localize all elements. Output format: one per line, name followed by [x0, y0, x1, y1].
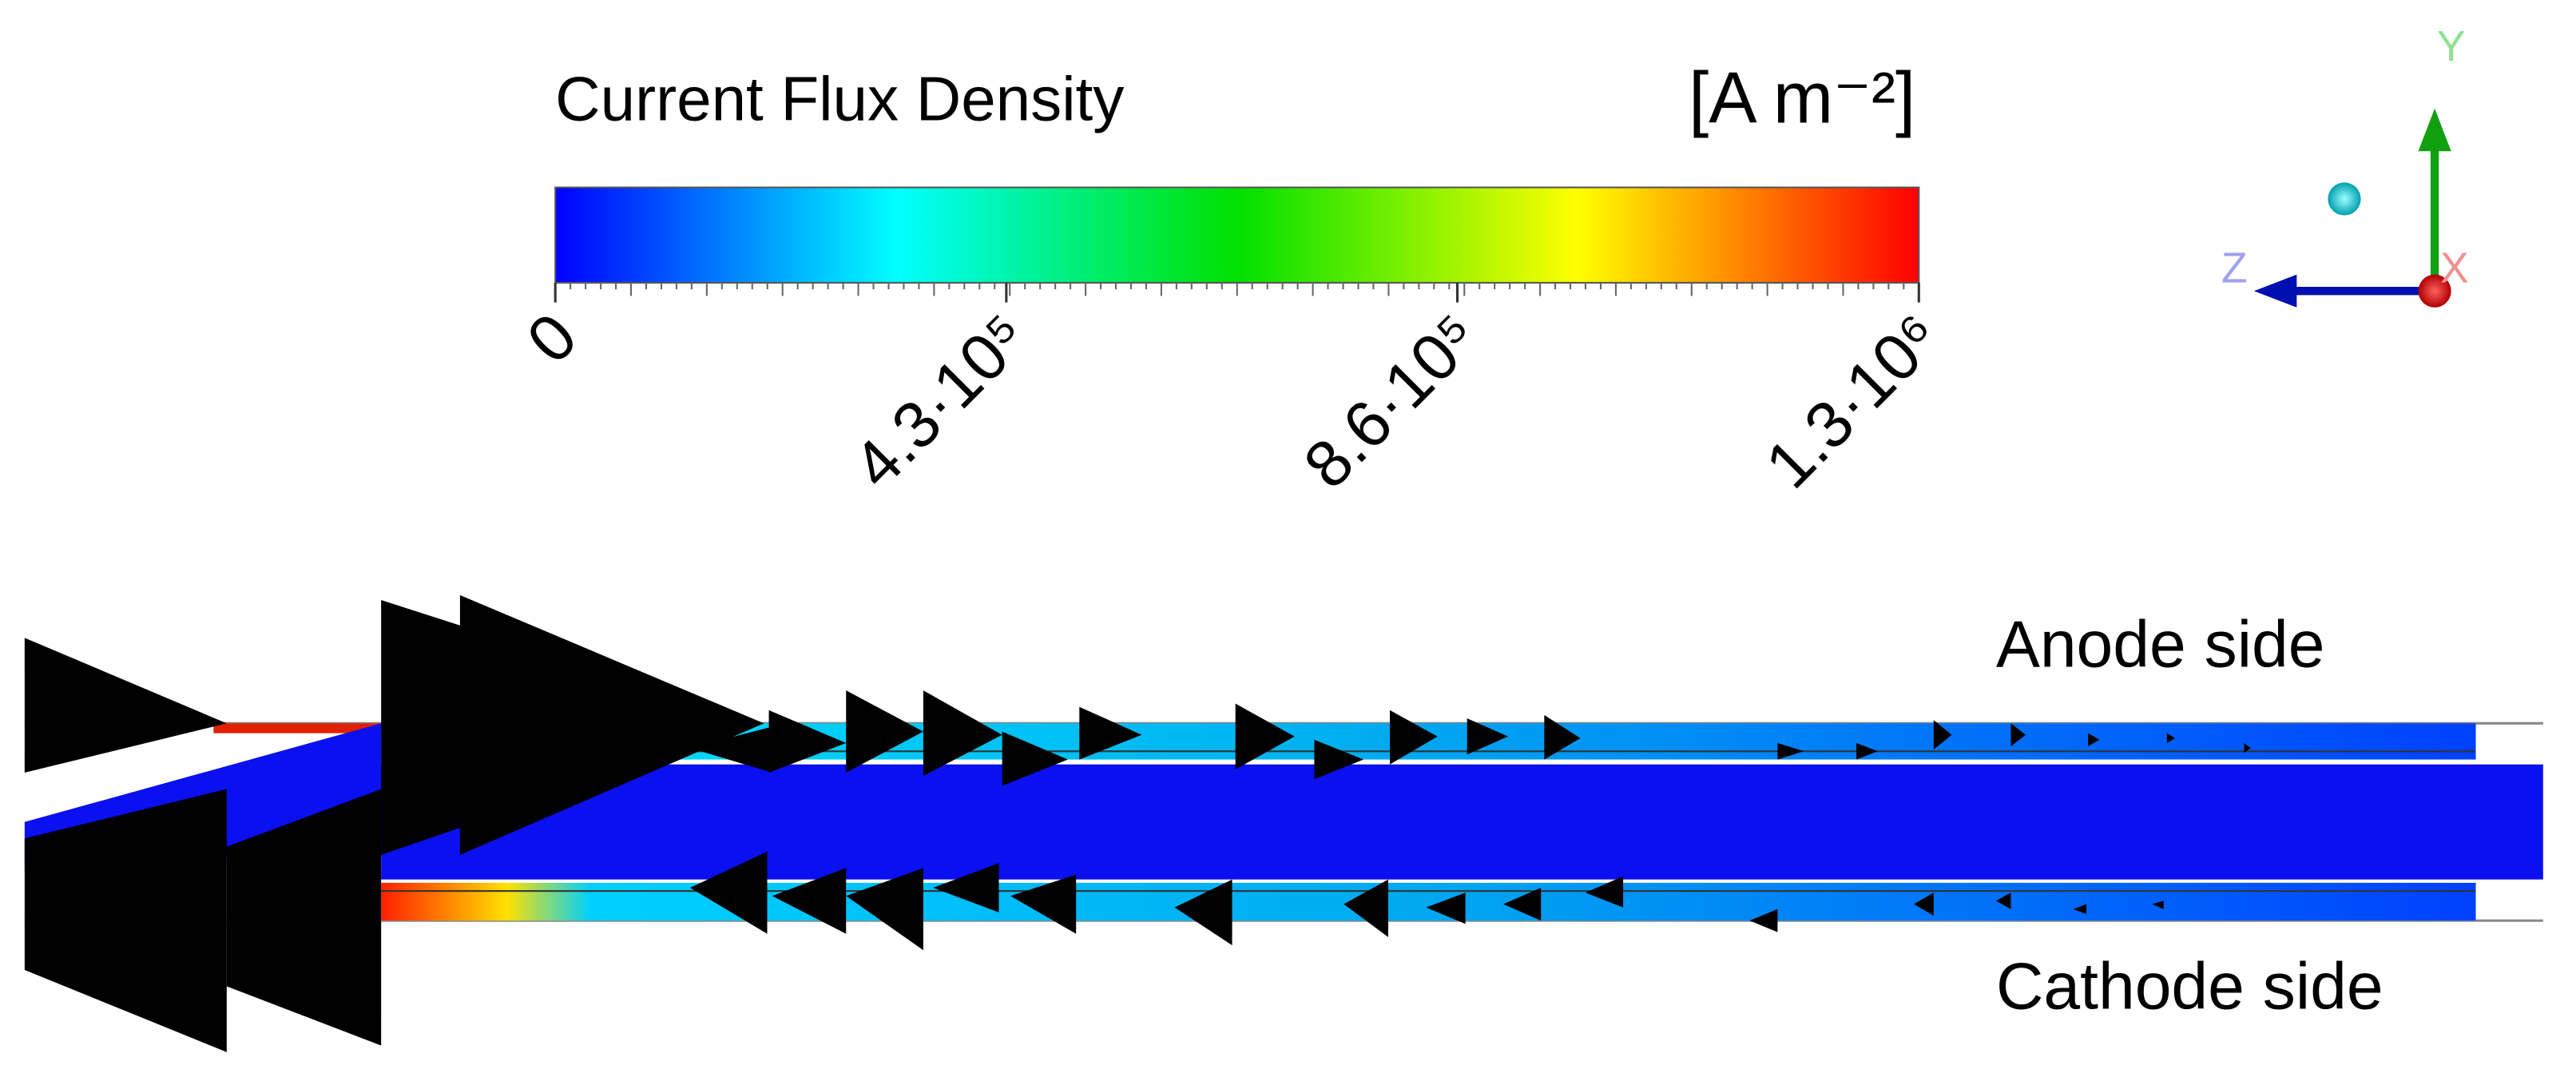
colorbar — [554, 186, 1920, 284]
annotation: Cathode side — [1996, 950, 2383, 1023]
membrane — [24, 723, 2543, 880]
view-marker — [2328, 182, 2361, 216]
colorbar-title: Current Flux Density — [555, 63, 1124, 133]
axis-label: Y — [2437, 23, 2466, 70]
anode-inlet — [213, 723, 382, 733]
tick-label: 4.3·10⁵ — [839, 300, 1042, 502]
minor-ticks — [554, 282, 1920, 296]
axis-origin — [2418, 274, 2451, 308]
tick-label: 8.6·10⁵ — [1291, 300, 1493, 502]
vector-arrows — [24, 594, 2251, 1052]
axis-label: Z — [2221, 245, 2248, 292]
axis-label: X — [2440, 245, 2469, 292]
tick-label: 1.3·10⁶ — [1752, 300, 1955, 502]
axis-arrowhead — [2418, 108, 2451, 152]
tick-label: 0 — [514, 300, 591, 377]
colorbar-unit: [A m⁻²] — [1689, 58, 1915, 139]
colorbar-ticks: 0 4.3·10⁵ 8.6·10⁵ 1.3·10⁶ — [514, 282, 1955, 503]
annotation: Anode side — [1996, 608, 2325, 681]
axis-arrowhead — [2253, 274, 2297, 308]
